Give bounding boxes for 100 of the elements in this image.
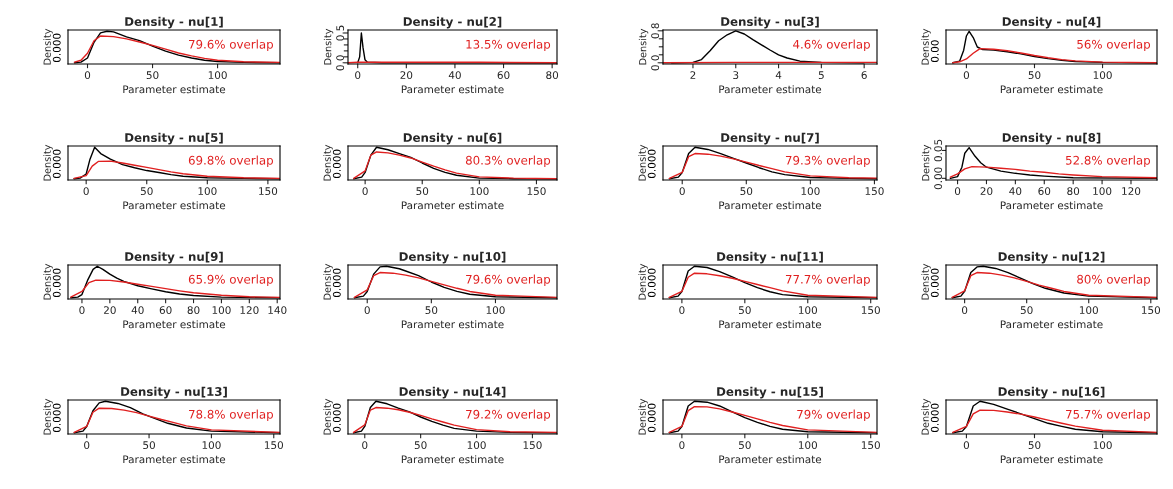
x-tick-label: 0 — [355, 71, 361, 80]
x-tick-label: 0 — [679, 187, 685, 196]
x-tick-label: 120 — [1122, 187, 1141, 196]
x-tick-label: 100 — [208, 71, 227, 80]
y-tick-label: 0.8 — [651, 23, 660, 39]
text: 0.000 — [52, 403, 61, 433]
x-tick-label: 0 — [963, 71, 970, 80]
x-tick-label: 0 — [963, 441, 970, 450]
annotation: 80.3% overlap — [465, 155, 551, 168]
chart-title: Density - nu[14] — [399, 386, 506, 399]
y-tick-label: 0.0 — [336, 55, 345, 71]
x-tick-label: 0 — [679, 441, 685, 450]
x-tick-label: 100 — [198, 187, 217, 196]
x-tick-label: 100 — [212, 306, 231, 315]
x-tick-label: 0 — [362, 187, 368, 196]
x-tick-label: 150 — [523, 441, 542, 450]
x-axis-title: Parameter estimate — [123, 320, 226, 329]
text: 0.000 — [647, 149, 656, 179]
chart-title: Density - nu[3] — [721, 16, 819, 29]
chart-title: Density - nu[5] — [125, 132, 223, 145]
x-axis-title: Parameter estimate — [719, 320, 822, 329]
x-tick-label: 100 — [798, 441, 818, 450]
text: 0.000 — [647, 268, 656, 298]
y-axis-title: Density — [921, 398, 931, 435]
x-tick-label: 0 — [362, 441, 368, 450]
x-tick-label: 150 — [527, 187, 546, 196]
x-axis-title: Parameter estimate — [719, 85, 822, 94]
annotation: 13.5% overlap — [466, 39, 551, 52]
text: 0.000 — [647, 403, 656, 433]
text: 0.000 — [52, 33, 61, 63]
x-axis-title: Parameter estimate — [719, 201, 822, 210]
chart-title: Density - nu[1] — [125, 16, 223, 29]
x-axis-title: Parameter estimate — [401, 320, 504, 329]
x-axis-title: Parameter estimate — [123, 201, 226, 210]
annotation: 4.6% overlap — [793, 39, 870, 52]
x-tick-label: 100 — [202, 441, 221, 450]
x-axis-title: Parameter estimate — [401, 455, 504, 464]
x-tick-label: 100 — [798, 306, 818, 315]
x-tick-label: 100 — [801, 187, 820, 196]
x-tick-label: 100 — [467, 441, 486, 450]
y-axis-title: Density — [921, 144, 932, 181]
x-tick-label: 100 — [1093, 441, 1112, 450]
y-axis-title: Density — [43, 28, 53, 65]
x-tick-label: 100 — [486, 306, 505, 315]
x-tick-label: 50 — [739, 441, 751, 450]
x-tick-label: 40 — [1009, 187, 1022, 196]
x-tick-label: 60 — [159, 306, 172, 315]
y-axis-title: Density — [638, 28, 649, 65]
x-tick-label: 50 — [1028, 71, 1041, 80]
annotation: 52.8% overlap — [1065, 155, 1151, 168]
x-tick-label: 150 — [865, 187, 884, 196]
y-axis-title: Density — [323, 263, 333, 300]
chart-title: Density - nu[16] — [998, 386, 1105, 399]
x-tick-label: 100 — [1093, 71, 1112, 80]
x-tick-label: 100 — [1079, 306, 1098, 315]
x-tick-label: 50 — [143, 441, 155, 450]
x-tick-label: 50 — [740, 187, 753, 196]
x-tick-label: 5 — [818, 71, 824, 80]
x-tick-label: 4 — [775, 71, 782, 79]
x-tick-label: 150 — [861, 441, 880, 450]
y-tick-label: 0.0 — [651, 55, 660, 71]
annotation: 75.7% overlap — [1066, 409, 1151, 422]
chart-title: Density - nu[2] — [403, 16, 502, 29]
annotation: 79.6% overlap — [189, 39, 273, 52]
x-tick-label: 3 — [733, 71, 739, 80]
x-tick-label: 50 — [425, 306, 438, 315]
x-tick-label: 20 — [103, 306, 116, 315]
y-axis-title: Density — [638, 263, 648, 300]
x-tick-label: 0 — [954, 187, 961, 196]
chart-title: Density - nu[10] — [399, 251, 506, 264]
chart-title: Density - nu[8] — [1002, 132, 1101, 145]
x-tick-label: 20 — [400, 71, 413, 80]
x-tick-label: 120 — [240, 306, 259, 315]
annotation: 77.7% overlap — [785, 274, 870, 287]
annotation: 79.6% overlap — [466, 274, 551, 287]
x-tick-label: 50 — [146, 71, 159, 80]
text: 0.000 — [332, 149, 341, 179]
y-axis-title: Density — [921, 263, 931, 300]
y-axis-title: Density — [323, 398, 333, 435]
text: 0.000 — [332, 403, 341, 433]
x-axis-title: Parameter estimate — [1000, 455, 1103, 464]
chart-title: Density - nu[7] — [721, 132, 819, 145]
text: 0.000 — [930, 403, 939, 433]
x-tick-label: 2 — [690, 71, 696, 79]
y-axis-title: Density — [921, 28, 931, 65]
x-tick-label: 0 — [961, 306, 968, 315]
text: 0.000 — [52, 268, 61, 298]
y-axis-title: Density — [638, 144, 648, 181]
chart-title: Density - nu[15] — [717, 386, 823, 399]
x-tick-label: 150 — [259, 187, 278, 196]
y-axis-title: Density — [43, 144, 53, 181]
y-axis-title: Density — [638, 398, 648, 435]
x-tick-label: 50 — [739, 306, 751, 315]
x-tick-label: 6 — [861, 71, 867, 80]
x-tick-label: 40 — [131, 306, 144, 315]
x-tick-label: 80 — [1067, 187, 1080, 196]
chart-title: Density - nu[12] — [998, 251, 1105, 264]
x-tick-label: 60 — [1038, 187, 1051, 196]
x-tick-label: 50 — [414, 441, 427, 450]
x-axis-title: Parameter estimate — [123, 455, 226, 464]
